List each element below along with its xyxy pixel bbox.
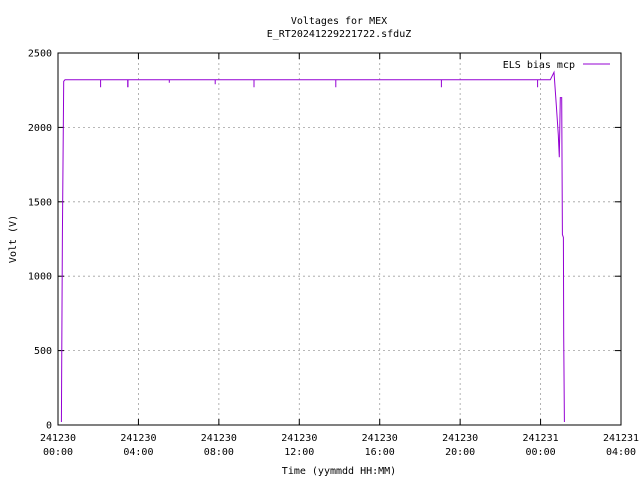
x-tick-label-time: 16:00 bbox=[365, 447, 395, 458]
y-tick-label: 1000 bbox=[28, 272, 52, 283]
legend-label-els-bias-mcp: ELS bias mcp bbox=[503, 60, 575, 71]
x-axis-label: Time (yymmdd HH:MM) bbox=[282, 466, 396, 477]
x-tick-label-time: 08:00 bbox=[204, 447, 234, 458]
x-tick-label-date: 241230 bbox=[120, 433, 156, 444]
x-tick-label-date: 241230 bbox=[442, 433, 478, 444]
x-tick-label-date: 241230 bbox=[201, 433, 237, 444]
y-tick-label: 0 bbox=[46, 421, 52, 432]
y-tick-label: 1500 bbox=[28, 197, 52, 208]
x-tick-label-time: 20:00 bbox=[445, 447, 475, 458]
x-tick-label-time: 12:00 bbox=[284, 447, 314, 458]
x-tick-label-date: 241230 bbox=[362, 433, 398, 444]
x-tick-label-date: 241230 bbox=[40, 433, 76, 444]
x-tick-label-time: 00:00 bbox=[43, 447, 73, 458]
chart-subtitle: E_RT20241229221722.sfduZ bbox=[267, 29, 412, 40]
x-tick-label-time: 04:00 bbox=[606, 447, 636, 458]
y-tick-label: 2500 bbox=[28, 49, 52, 60]
y-axis-label: Volt (V) bbox=[8, 215, 19, 263]
y-tick-label: 2000 bbox=[28, 123, 52, 134]
plot-frame bbox=[57, 52, 622, 426]
series-line-els-bias-mcp bbox=[60, 70, 565, 423]
x-tick-label-date: 241231 bbox=[603, 433, 639, 444]
y-tick-label: 500 bbox=[34, 346, 52, 357]
x-tick-label-time: 00:00 bbox=[526, 447, 556, 458]
x-tick-label-time: 04:00 bbox=[123, 447, 153, 458]
x-tick-label-date: 241231 bbox=[523, 433, 559, 444]
chart-title: Voltages for MEX bbox=[291, 16, 387, 27]
legend: ELS bias mcp bbox=[503, 60, 610, 71]
x-tick-label-date: 241230 bbox=[281, 433, 317, 444]
